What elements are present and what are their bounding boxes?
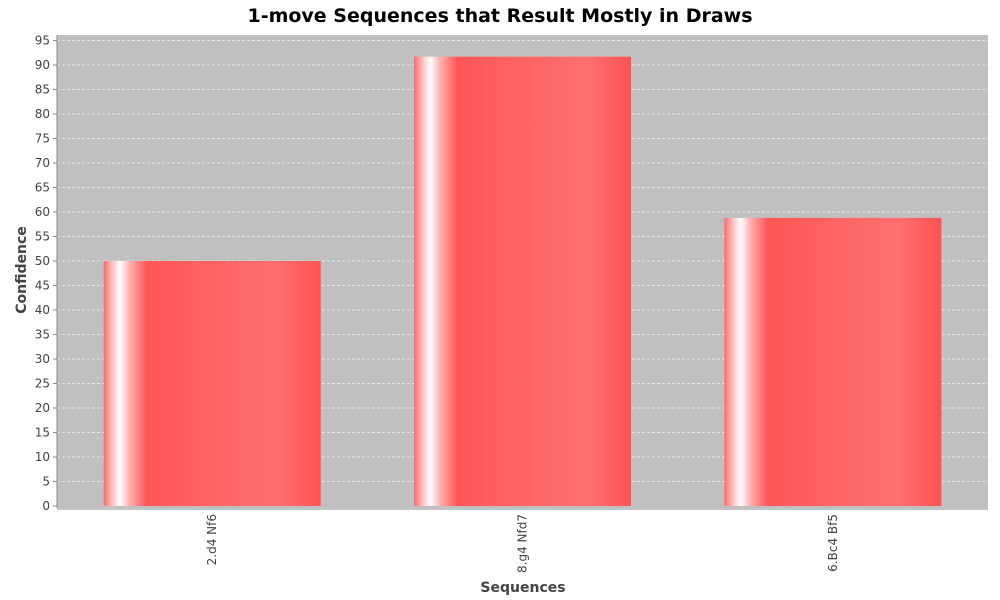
y-tick-label: 95 (35, 34, 50, 48)
y-tick-label: 65 (35, 181, 50, 195)
y-tick-label: 5 (42, 475, 50, 489)
y-tick-label: 25 (35, 377, 50, 391)
y-tick-label: 35 (35, 328, 50, 342)
y-tick-label: 75 (35, 132, 50, 146)
y-tick-label: 55 (35, 230, 50, 244)
bars (103, 56, 942, 507)
y-tick-label: 15 (35, 426, 50, 440)
bar (414, 56, 631, 507)
y-tick-label: 30 (35, 352, 50, 366)
y-axis-label: Confidence (14, 226, 30, 314)
y-tick-label: 20 (35, 401, 50, 415)
y-tick-label: 40 (35, 303, 50, 317)
chart-title: 1-move Sequences that Result Mostly in D… (247, 5, 752, 27)
y-tick-label: 80 (35, 107, 50, 121)
axes: 0 5 10 15 20 25 30 35 40 45 50 55 60 65 70 75 80 85 90 95 2.… (35, 34, 988, 573)
y-tick-label: 0 (42, 499, 50, 513)
x-tick-label: 2.d4 Nf6 (205, 514, 219, 565)
x-tick-label: 6.Bc4 Bf5 (826, 514, 840, 572)
y-tick-label: 85 (35, 83, 50, 97)
x-tick-label: 8.g4 Nfd7 (516, 514, 530, 573)
y-tick-label: 90 (35, 58, 50, 72)
x-axis-label: Sequences (480, 580, 565, 596)
y-tick-label: 60 (35, 205, 50, 219)
bar (724, 217, 942, 506)
y-tick-label: 10 (35, 450, 50, 464)
y-tick-label: 70 (35, 156, 50, 170)
bar (103, 261, 321, 506)
y-tick-label: 45 (35, 279, 50, 293)
y-tick-label: 50 (35, 254, 50, 268)
